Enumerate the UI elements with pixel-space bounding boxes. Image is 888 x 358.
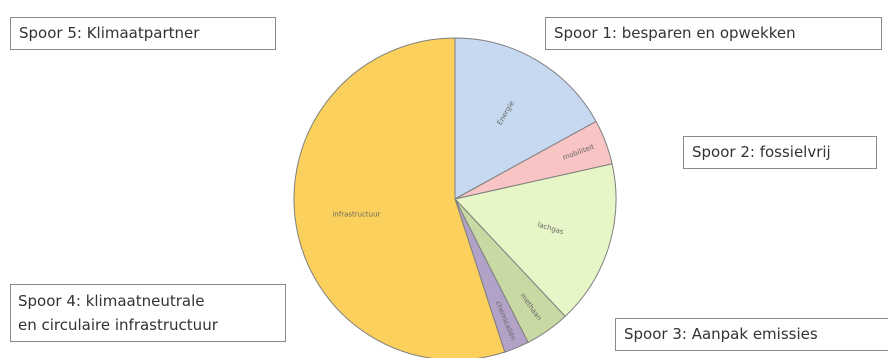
pie-slice-lachgas bbox=[454, 163, 617, 318]
spoor2-text: Spoor 2: fossielvrij bbox=[692, 143, 831, 161]
pie-slice-infrastructuur bbox=[293, 37, 506, 358]
spoor1-text: Spoor 1: besparen en opwekken bbox=[554, 24, 796, 42]
spoor3-text: Spoor 3: Aanpak emissies bbox=[624, 325, 818, 343]
spoor5-text: Spoor 5: Klimaatpartner bbox=[19, 24, 200, 42]
spoor5-label: Spoor 5: Klimaatpartner bbox=[10, 17, 276, 50]
spoor4-label: Spoor 4: klimaatneutrale en circulaire i… bbox=[10, 284, 286, 342]
spoor2-label: Spoor 2: fossielvrij bbox=[683, 136, 877, 169]
spoor3-label: Spoor 3: Aanpak emissies bbox=[615, 318, 888, 351]
pie-slice-label-infrastructuur: infrastructuur bbox=[332, 211, 380, 219]
spoor4-text-line2: en circulaire infrastructuur bbox=[18, 316, 218, 334]
spoor4-text-line1: Spoor 4: klimaatneutrale bbox=[18, 292, 205, 310]
spoor1-label: Spoor 1: besparen en opwekken bbox=[545, 17, 882, 50]
pie-slice-energie bbox=[454, 37, 597, 200]
